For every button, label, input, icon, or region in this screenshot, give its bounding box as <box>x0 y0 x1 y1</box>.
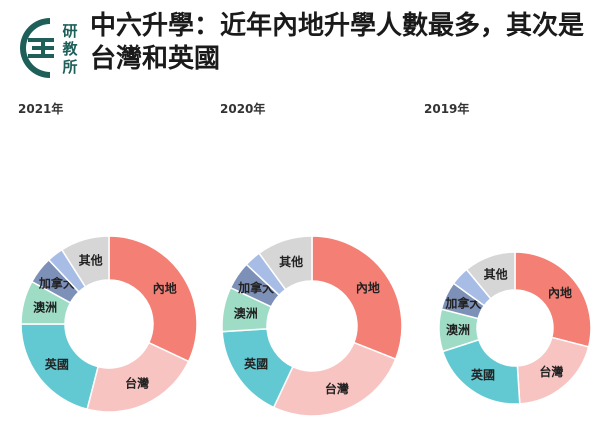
logo-char-2: 教 <box>61 40 78 58</box>
slice-0-0 <box>108 235 198 363</box>
logo-ring-icon <box>20 18 50 78</box>
slice-label-1-0: 內地 <box>356 280 380 295</box>
slice-label-1-1: 台灣 <box>325 381 349 396</box>
slice-1-1 <box>272 341 397 417</box>
slice-label-1-4: 加拿大 <box>237 280 274 295</box>
slice-label-2-3: 澳洲 <box>446 322 470 337</box>
slice-label-0-6: 其他 <box>79 253 103 268</box>
chart-title-2020: 2020年 <box>220 102 266 116</box>
slice-label-1-6: 其他 <box>279 254 303 269</box>
slice-label-2-4: 加拿大 <box>444 296 481 311</box>
slice-label-2-0: 內地 <box>548 285 572 300</box>
slice-label-1-2: 英國 <box>244 356 268 371</box>
slice-label-0-3: 澳洲 <box>33 300 57 315</box>
slice-label-0-0: 內地 <box>153 281 177 296</box>
chart-title-2021: 2021年 <box>18 102 64 116</box>
slice-label-2-2: 英國 <box>471 367 495 382</box>
slice-2-6 <box>465 251 516 300</box>
logo-char-3: 所 <box>62 58 77 76</box>
chart-title-2019: 2019年 <box>424 102 470 116</box>
page-title: 中六升學：近年內地升學人數最多，其次是台灣和英國 <box>90 11 585 74</box>
slice-label-2-1: 台灣 <box>539 364 563 379</box>
slice-label-2-6: 其他 <box>484 266 508 281</box>
logo: 研 教 所 <box>20 18 78 78</box>
slice-label-0-4: 加拿大 <box>38 276 75 291</box>
slice-2-0 <box>514 251 592 348</box>
slice-label-1-3: 澳洲 <box>234 305 258 320</box>
slice-label-0-2: 英國 <box>45 356 69 371</box>
slice-1-0 <box>311 235 403 361</box>
slice-0-6 <box>60 235 110 288</box>
slice-1-6 <box>258 235 313 291</box>
slice-label-0-1: 台灣 <box>125 376 149 391</box>
logo-char-1: 研 <box>62 22 77 40</box>
